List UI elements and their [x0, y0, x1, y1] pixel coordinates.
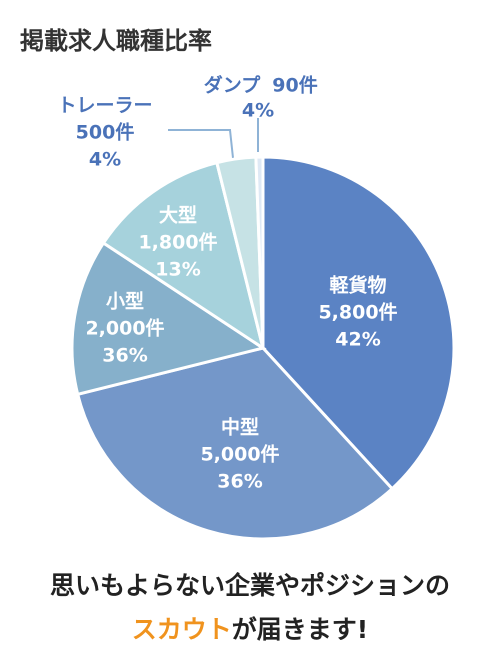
pie-slice — [75, 346, 395, 541]
footer-text: 思いもよらない企業やポジションの — [49, 571, 450, 600]
value-label: 5,800件 — [318, 301, 397, 324]
chart: 掲載求人職種比率 軽貨物 5,800件 42% 中型 5,000件 36% 小型 2,000件… — [20, 27, 456, 541]
leader-line — [168, 129, 234, 159]
pie-slice — [261, 155, 456, 491]
share-label: 4% — [242, 100, 274, 122]
share-label: 36% — [102, 345, 147, 367]
slice-label: 中型 — [221, 416, 259, 439]
slice-label: トレーラー — [57, 95, 152, 117]
footer-line: 思いもよらない企業やポジションの — [0, 566, 500, 602]
pie-slice — [101, 160, 266, 352]
share-label: 4% — [89, 149, 121, 171]
value-label: 1,800件 — [138, 231, 217, 254]
share-label: 13% — [155, 259, 200, 281]
slice-label: 軽貨物 — [329, 274, 386, 297]
value-label: 5,000件 — [200, 443, 279, 466]
value-label: 500件 — [76, 121, 135, 144]
share-label: 36% — [217, 471, 262, 493]
value-label: 2,000件 — [85, 317, 164, 340]
pie-slice — [70, 240, 267, 397]
share-label: 42% — [335, 329, 380, 351]
footer-line: スカウトが届きます! — [0, 610, 500, 646]
footer-text: が届きます! — [231, 615, 369, 644]
pie-slice — [254, 155, 265, 349]
slice-label: 小型 — [106, 290, 144, 313]
slice-label: 大型 — [159, 204, 197, 227]
value-label: 90件 — [272, 74, 317, 97]
footer-highlight: スカウト — [131, 615, 232, 644]
slice-label: ダンプ — [204, 74, 261, 97]
chart-title: 掲載求人職種比率 — [20, 27, 212, 55]
